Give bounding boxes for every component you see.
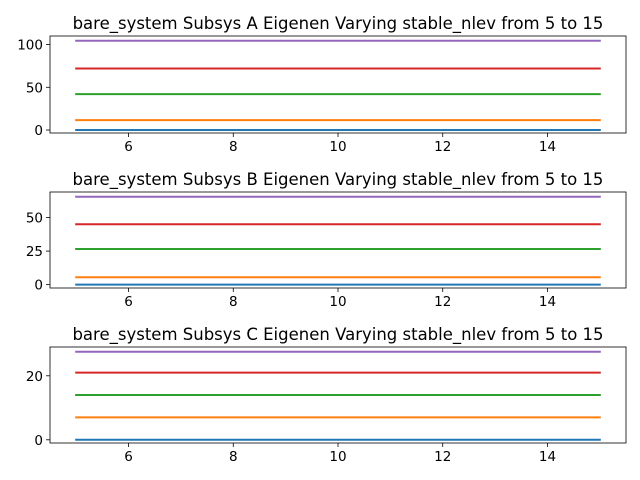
- chart-title: bare_system Subsys C Eigenen Varying sta…: [72, 325, 603, 345]
- y-tick-label: 100: [17, 38, 43, 54]
- x-tick-label: 14: [539, 449, 556, 465]
- x-tick-label: 12: [434, 139, 451, 155]
- y-tick-label: 0: [34, 123, 43, 139]
- y-tick-label: 0: [34, 278, 43, 294]
- y-tick-label: 20: [26, 369, 43, 385]
- x-tick-label: 12: [434, 294, 451, 310]
- x-tick-label: 8: [229, 294, 238, 310]
- chart-title: bare_system Subsys B Eigenen Varying sta…: [73, 170, 604, 190]
- y-tick-label: 50: [26, 80, 43, 96]
- subplot-c: bare_system Subsys C Eigenen Varying sta…: [26, 325, 627, 465]
- y-tick-label: 25: [26, 244, 43, 260]
- x-tick-label: 12: [434, 449, 451, 465]
- axes-frame: [49, 191, 627, 289]
- y-tick-label: 50: [26, 211, 43, 227]
- x-tick-label: 10: [329, 294, 346, 310]
- x-tick-label: 6: [124, 139, 133, 155]
- axes-frame: [49, 35, 627, 134]
- chart-title: bare_system Subsys A Eigenen Varying sta…: [73, 14, 604, 34]
- y-tick-label: 0: [34, 433, 43, 449]
- x-tick-label: 6: [124, 294, 133, 310]
- x-tick-label: 10: [329, 139, 346, 155]
- x-tick-label: 10: [329, 449, 346, 465]
- subplot-b: bare_system Subsys B Eigenen Varying sta…: [26, 170, 627, 310]
- x-tick-label: 14: [539, 294, 556, 310]
- subplot-a: bare_system Subsys A Eigenen Varying sta…: [17, 14, 627, 155]
- x-tick-label: 6: [124, 449, 133, 465]
- x-tick-label: 14: [539, 139, 556, 155]
- x-tick-label: 8: [229, 449, 238, 465]
- x-tick-label: 8: [229, 139, 238, 155]
